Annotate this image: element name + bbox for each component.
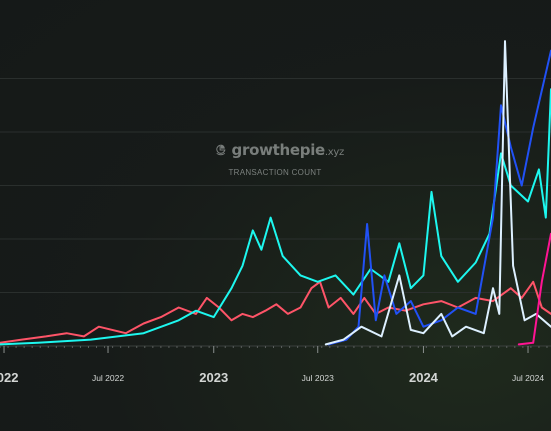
watermark-subtitle: TRANSACTION COUNT — [228, 168, 322, 177]
x-tick-label: 2023 — [199, 370, 228, 385]
series-line-4 — [324, 40, 551, 346]
series-line-5 — [517, 232, 551, 346]
chart-series — [0, 40, 551, 346]
x-tick-label: 2024 — [409, 370, 439, 385]
pie-logo-icon — [216, 144, 226, 156]
watermark-brand: growthepie.xyz — [231, 141, 345, 159]
series-line-2 — [0, 88, 551, 346]
x-axis: 2022 Jul 2022 2023 Jul 2023 2024 Jul 2024 — [0, 345, 551, 385]
x-tick-label: Jul 2023 — [302, 373, 334, 383]
x-tick-label: Jul 2022 — [92, 373, 124, 383]
series-line-1 — [0, 280, 551, 344]
watermark-logo: growthepie.xyz — [214, 140, 344, 160]
x-tick-label: Jul 2024 — [512, 373, 544, 383]
x-tick-label: 2022 — [0, 370, 18, 385]
